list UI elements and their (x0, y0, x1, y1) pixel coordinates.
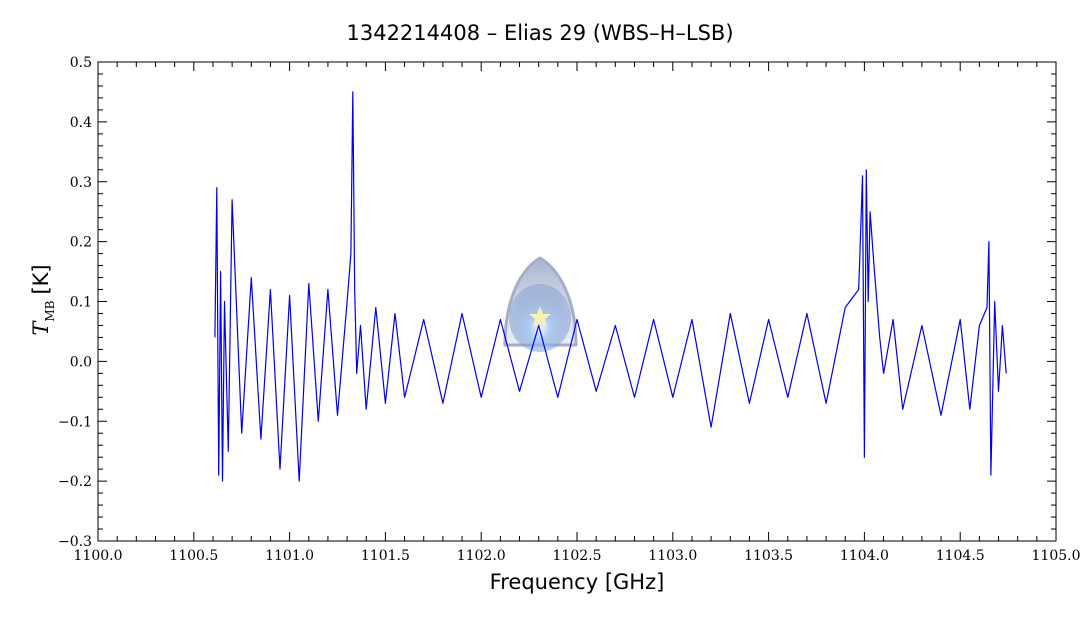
axis-ticks (97, 61, 1057, 542)
spectrum-line (214, 91, 1007, 482)
y-axis-label: TMB [K] (29, 264, 57, 335)
x-tick-label: 1100.0 (74, 548, 123, 564)
y-tick-label: 0.0 (70, 354, 92, 370)
x-tick-label: 1102.5 (553, 548, 602, 564)
y-tick-labels: −0.3 −0.2 −0.1 0.0 0.1 0.2 0.3 0.4 0.5 (58, 55, 92, 550)
y-tick-label: 0.5 (70, 55, 92, 71)
plot-frame (97, 61, 1057, 542)
y-axis-label-unit: [K] (29, 264, 53, 294)
x-tick-label: 1100.5 (169, 548, 218, 564)
chart-title: 1342214408 – Elias 29 (WBS–H–LSB) (346, 21, 733, 45)
x-tick-label: 1105.0 (1032, 548, 1080, 564)
herschel-spacecraft-watermark-icon (503, 256, 578, 352)
y-tick-label: 0.1 (70, 295, 92, 311)
x-tick-labels: 1100.0 1100.5 1101.0 1101.5 1102.0 1102.5 1103… (74, 548, 1080, 564)
x-axis-label: Frequency [GHz] (490, 570, 665, 594)
y-tick-label: 0.2 (70, 235, 92, 251)
spectrum-series (214, 91, 1007, 482)
x-tick-label: 1104.5 (936, 548, 985, 564)
x-tick-label: 1101.5 (361, 548, 410, 564)
y-tick-label: −0.2 (58, 474, 92, 490)
y-axis-label-subscript: MB (43, 300, 57, 321)
svg-text:TMB[K]: TMB [K] (29, 264, 57, 335)
x-tick-label: 1103.0 (648, 548, 697, 564)
y-axis-label-symbol: T (29, 320, 53, 336)
y-tick-label: −0.1 (58, 414, 92, 430)
y-tick-label: −0.3 (58, 534, 92, 550)
x-tick-label: 1103.5 (744, 548, 793, 564)
y-tick-label: 0.4 (70, 115, 92, 131)
x-tick-label: 1102.0 (457, 548, 506, 564)
x-tick-label: 1104.0 (840, 548, 889, 564)
x-tick-label: 1101.0 (265, 548, 314, 564)
y-tick-label: 0.3 (70, 175, 92, 191)
